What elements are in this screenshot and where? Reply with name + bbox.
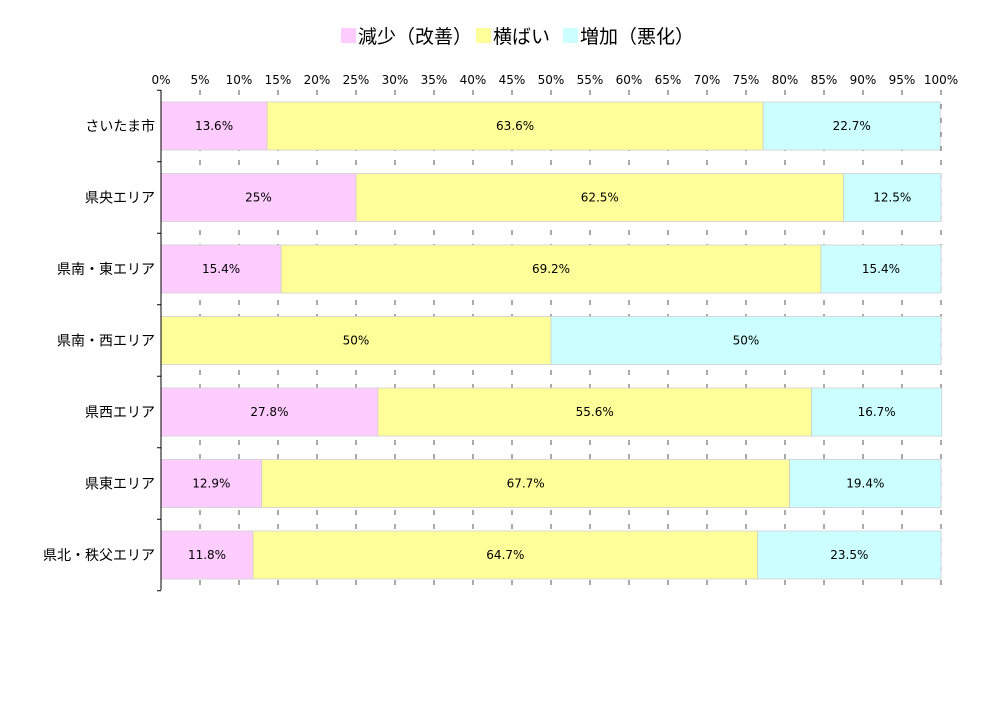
x-tick-label: 80%: [772, 73, 799, 87]
category-labels: さいたま市県央エリア県南・東エリア県南・西エリア県西エリア県東エリア県北・秩父エ…: [43, 118, 155, 564]
bar-segment: [160, 387, 379, 437]
data-label: 16.7%: [858, 405, 896, 419]
data-label: 50%: [733, 334, 760, 348]
bar-segment: [811, 387, 943, 437]
legend: 減少（改善） 横ばい 増加（悪化）: [341, 26, 694, 48]
x-tick-label: 75%: [733, 73, 760, 87]
x-tick-label: 0%: [151, 73, 170, 87]
x-tick-label: 15%: [265, 73, 292, 87]
category-label: 県南・西エリア: [57, 334, 155, 350]
bar-segment: [820, 244, 942, 294]
bar-segment: [160, 316, 552, 365]
legend-swatch-2: [476, 28, 491, 43]
bar-segment: [757, 530, 942, 580]
x-tick-label: 25%: [343, 73, 370, 87]
category-label: 県北・秩父エリア: [43, 548, 155, 564]
bar-segment: [160, 101, 268, 151]
data-label: 15.4%: [862, 262, 900, 276]
data-label: 63.6%: [496, 119, 534, 133]
data-label: 50%: [343, 334, 370, 348]
bar-segment: [160, 244, 282, 294]
bar-segment: [280, 244, 822, 294]
x-tick-label: 10%: [226, 73, 253, 87]
legend-label-2: 横ばい: [493, 26, 550, 48]
data-label: 62.5%: [581, 191, 619, 205]
x-tick-label: 5%: [190, 73, 209, 87]
x-tick-label: 40%: [460, 73, 487, 87]
category-label: さいたま市: [85, 118, 155, 135]
bar-segment: [377, 387, 812, 437]
x-tick-label: 35%: [421, 73, 448, 87]
data-label: 12.5%: [873, 191, 911, 205]
x-tick-label: 70%: [694, 73, 721, 87]
x-tick-label: 100%: [924, 73, 958, 87]
x-tick-label: 50%: [538, 73, 565, 87]
data-label: 25%: [245, 191, 272, 205]
data-label: 13.6%: [195, 119, 233, 133]
x-tick-label: 55%: [577, 73, 604, 87]
data-label: 55.6%: [576, 405, 614, 419]
category-label: 県央エリア: [85, 191, 155, 207]
bar-segment: [550, 316, 942, 365]
data-label: 11.8%: [188, 548, 226, 562]
x-tick-label: 65%: [655, 73, 682, 87]
x-tick-label: 60%: [616, 73, 643, 87]
x-axis-ticks: 0% 5% 10% 15% 20% 25% 30% 35% 40% 45% 50% 55% 60% 65%…: [151, 73, 958, 87]
data-label: 69.2%: [532, 262, 570, 276]
data-label: 67.7%: [507, 477, 545, 491]
x-tick-label: 95%: [889, 73, 916, 87]
data-label: 15.4%: [202, 262, 240, 276]
data-label: 19.4%: [846, 477, 884, 491]
x-tick-label: 90%: [850, 73, 877, 87]
bar-segment: [266, 101, 764, 151]
x-tick-label: 30%: [382, 73, 409, 87]
data-label: 27.8%: [250, 405, 288, 419]
bar-segment: [843, 173, 942, 222]
data-label: 64.7%: [486, 548, 524, 562]
bar-segment: [252, 530, 759, 580]
legend-swatch-3: [563, 28, 578, 43]
bar-segment: [160, 173, 357, 222]
x-tick-label: 45%: [499, 73, 526, 87]
x-tick-label: 85%: [811, 73, 838, 87]
axes: [157, 89, 162, 592]
legend-label-1: 減少（改善）: [358, 26, 472, 48]
category-label: 県南・東エリア: [57, 262, 155, 278]
data-labels: 13.6% 63.6% 22.7% 25% 62.5% 12.5% 15.4% 69.2% 15…: [188, 119, 911, 562]
x-tick-label: 20%: [304, 73, 331, 87]
category-label: 県西エリア: [85, 405, 155, 421]
bar-segment: [762, 101, 941, 151]
legend-swatch-1: [341, 28, 356, 43]
legend-label-3: 増加（悪化）: [580, 26, 694, 48]
bar-segment: [355, 173, 844, 222]
bar-segment: [261, 459, 791, 508]
data-label: 23.5%: [830, 548, 868, 562]
category-label: 県東エリア: [85, 477, 155, 493]
bars: [160, 101, 943, 580]
bar-segment: [789, 459, 942, 508]
data-label: 12.9%: [192, 477, 230, 491]
data-label: 22.7%: [833, 119, 871, 133]
